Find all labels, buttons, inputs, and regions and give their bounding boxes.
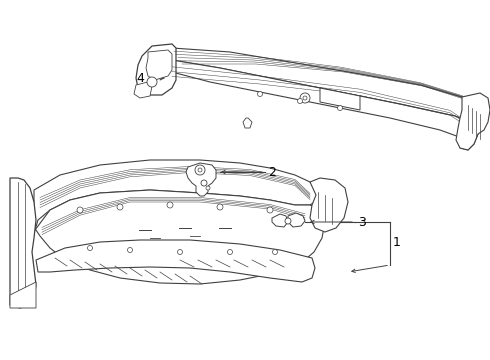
Polygon shape	[288, 213, 305, 227]
Circle shape	[198, 168, 202, 172]
Circle shape	[127, 248, 132, 252]
Polygon shape	[172, 48, 484, 124]
Polygon shape	[10, 178, 36, 308]
Polygon shape	[320, 88, 360, 110]
Circle shape	[338, 105, 343, 111]
Polygon shape	[186, 163, 216, 196]
Circle shape	[258, 91, 263, 96]
Text: 3: 3	[358, 216, 366, 229]
Polygon shape	[243, 118, 252, 128]
Circle shape	[77, 207, 83, 213]
Polygon shape	[35, 190, 325, 284]
Circle shape	[88, 246, 93, 251]
Circle shape	[272, 249, 277, 255]
Circle shape	[177, 249, 182, 255]
Circle shape	[297, 99, 302, 104]
Polygon shape	[310, 178, 348, 232]
Polygon shape	[136, 44, 176, 95]
Circle shape	[195, 165, 205, 175]
Polygon shape	[134, 82, 152, 98]
Circle shape	[217, 204, 223, 210]
Circle shape	[117, 204, 123, 210]
Circle shape	[201, 180, 207, 186]
Circle shape	[285, 218, 291, 224]
Circle shape	[303, 96, 307, 100]
Circle shape	[267, 207, 273, 213]
Polygon shape	[172, 60, 478, 150]
Circle shape	[300, 93, 310, 103]
Circle shape	[297, 215, 303, 221]
Polygon shape	[34, 160, 318, 230]
Polygon shape	[456, 93, 490, 150]
Polygon shape	[272, 214, 288, 227]
Text: 2: 2	[268, 166, 276, 179]
Circle shape	[167, 202, 173, 208]
Polygon shape	[146, 50, 172, 80]
Text: 1: 1	[393, 235, 401, 248]
Circle shape	[227, 249, 232, 255]
Circle shape	[206, 186, 210, 190]
Circle shape	[147, 77, 157, 87]
Text: 4: 4	[136, 72, 144, 85]
Polygon shape	[36, 240, 315, 282]
Polygon shape	[10, 282, 36, 308]
